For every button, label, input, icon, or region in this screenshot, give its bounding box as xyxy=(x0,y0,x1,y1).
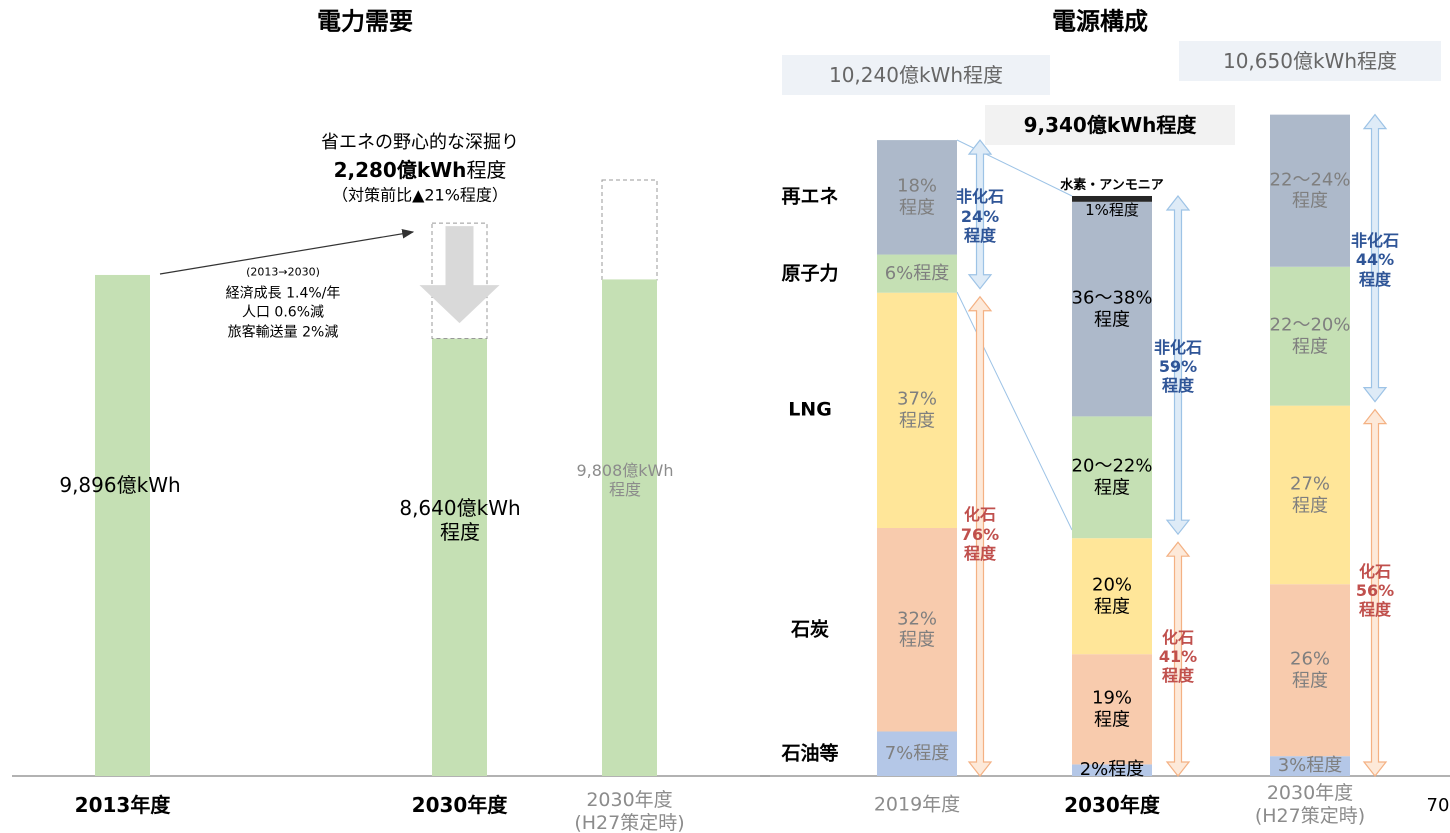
segment xyxy=(1072,416,1152,539)
annotation: 省エネの野心的な深掘り xyxy=(321,132,519,154)
series-label: LNG xyxy=(788,398,832,421)
bracket-arrow xyxy=(1362,408,1388,777)
segment xyxy=(877,254,957,293)
bracket-label: 非化石 44% 程度 xyxy=(1350,231,1400,289)
chart-title: 電源構成 xyxy=(1052,7,1148,36)
x-tick-label: 2019年度 xyxy=(873,793,961,816)
segment xyxy=(877,140,957,255)
value-label: 9,808億kWh 程度 xyxy=(576,460,674,499)
x-tick-label: 2030年度 (H27策定時) xyxy=(574,789,685,833)
series-label: 原子力 xyxy=(781,262,839,285)
segment xyxy=(877,527,957,732)
annotation: 旅客輸送量 2%減 xyxy=(227,324,339,341)
segment xyxy=(1072,201,1152,417)
total-label: 9,340億kWh程度 xyxy=(985,105,1235,145)
annotation: （対策前比▲21%程度） xyxy=(332,185,508,205)
annotation: 経済成長 1.4%/年 xyxy=(225,285,341,302)
value-label: 26% 程度 xyxy=(1289,648,1331,692)
value-label: 32% 程度 xyxy=(896,608,938,651)
x-tick-label: 2030年度 xyxy=(1064,793,1160,817)
value-label: 1%程度 xyxy=(1085,200,1139,219)
annotation: 程度 xyxy=(466,158,507,182)
bracket-label: 化石 76% 程度 xyxy=(960,505,1000,563)
annotation: (2013→2030) xyxy=(246,265,320,279)
total-label: 10,240億kWh程度 xyxy=(782,55,1050,95)
bracket-label: 非化石 24% 程度 xyxy=(955,187,1005,245)
savings-box xyxy=(431,222,488,340)
segment xyxy=(1072,654,1152,765)
segment xyxy=(1270,756,1350,776)
segment xyxy=(1270,266,1350,406)
segment xyxy=(1072,764,1152,776)
value-label: 20% 程度 xyxy=(1091,574,1133,618)
value-label: 22～20% 程度 xyxy=(1269,314,1351,358)
page-number: 70 xyxy=(1426,795,1450,817)
bracket-arrow xyxy=(967,139,993,290)
value-label: 7%程度 xyxy=(884,742,950,764)
value-label: 3%程度 xyxy=(1277,755,1343,777)
bracket-label: 化石 56% 程度 xyxy=(1355,562,1395,620)
value-label: 36～38% 程度 xyxy=(1071,287,1153,331)
total-label: 10,650億kWh程度 xyxy=(1179,41,1441,81)
bar xyxy=(602,279,657,776)
value-label: 9,896億kWh xyxy=(59,473,181,497)
bracket-arrow xyxy=(1165,541,1191,777)
series-label: 石油等 xyxy=(781,742,839,765)
value-label: 8,640億kWh 程度 xyxy=(399,496,521,544)
bar xyxy=(95,274,150,776)
value-label: 19% 程度 xyxy=(1091,687,1133,731)
annotation: 2,280億kWh xyxy=(333,158,467,182)
bracket-label: 非化石 59% 程度 xyxy=(1153,338,1203,396)
series-label: 石炭 xyxy=(790,618,830,641)
bracket-label: 化石 41% 程度 xyxy=(1158,628,1198,686)
segment xyxy=(1072,538,1152,655)
dashed-box xyxy=(601,179,658,281)
value-label: 20～22% 程度 xyxy=(1071,455,1153,499)
bracket-arrow xyxy=(1362,113,1388,403)
bar xyxy=(432,338,487,776)
value-label: 2%程度 xyxy=(1079,759,1145,781)
annotation: 人口 0.6%減 xyxy=(241,304,325,321)
x-tick-label: 2013年度 xyxy=(74,793,171,817)
bracket-arrow xyxy=(967,295,993,777)
annotation: 2,280億kWh程度 xyxy=(334,158,507,182)
value-label: 27% 程度 xyxy=(1289,473,1331,516)
segment xyxy=(1270,405,1350,585)
value-label: 22～24% 程度 xyxy=(1269,169,1351,212)
segment xyxy=(1270,114,1350,267)
x-tick-label: 2030年度 xyxy=(411,793,508,817)
bracket-arrow xyxy=(1165,195,1191,536)
segment xyxy=(1270,584,1350,757)
x-tick-label: 2030年度 (H27策定時) xyxy=(1254,782,1366,827)
chart-title: 電力需要 xyxy=(317,7,413,36)
value-label: 6%程度 xyxy=(884,262,950,284)
series-label: 再エネ xyxy=(781,185,839,208)
value-label: 37% 程度 xyxy=(896,388,938,432)
value-label: 18% 程度 xyxy=(896,175,938,219)
connector xyxy=(956,291,1073,531)
segment xyxy=(1072,195,1152,202)
segment xyxy=(877,731,957,776)
trend-arrow xyxy=(159,229,415,275)
series-label: 水素・アンモニア xyxy=(1060,178,1164,194)
down-arrow xyxy=(419,226,500,324)
segment xyxy=(877,292,957,528)
